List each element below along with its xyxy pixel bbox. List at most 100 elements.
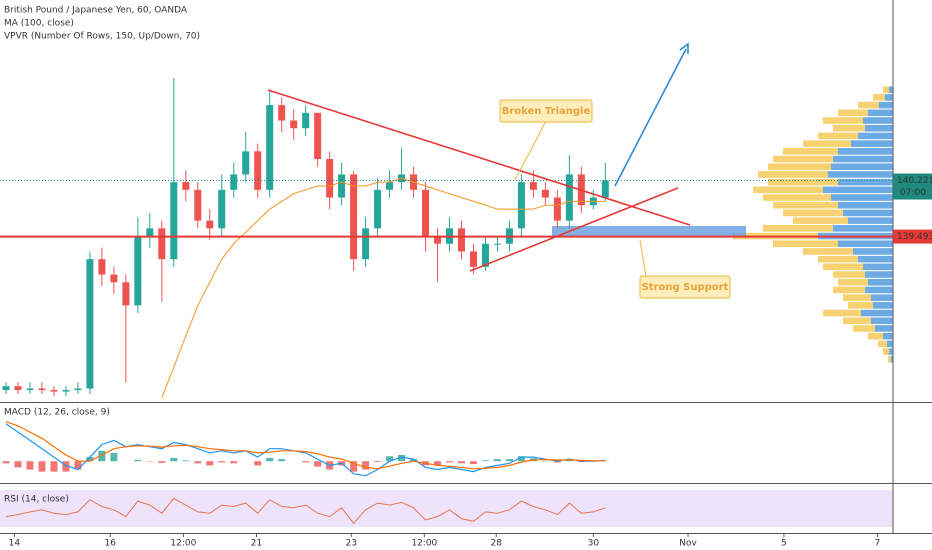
signal-line [5,421,606,470]
candle-body [206,220,214,229]
macd-histogram-bar [230,461,238,464]
x-tick-label: 14 [9,539,21,549]
volume-profile-up [823,186,893,194]
macd-histogram-bar [386,456,394,462]
volume-profile-down [833,271,865,278]
volume-profile-down [793,217,848,224]
volume-profile [733,86,893,363]
candle-body [230,174,238,190]
volume-profile-down [838,109,868,117]
candle-body [62,390,70,392]
macd-histogram-bar [517,456,525,462]
volume-profile-up [833,225,893,232]
volume-profile-up [871,317,893,325]
macd-histogram-bar [314,461,322,467]
macd-histogram-bar [565,460,573,462]
price-label-box [893,173,932,200]
candle-body [182,182,190,190]
panel-title: MACD (12, 26, close, 9) [4,408,110,418]
volume-profile-up [863,263,893,271]
macd-histogram-bar [26,461,34,470]
volume-profile-up [843,209,893,217]
volume-profile-down [773,201,838,209]
volume-profile-down [883,348,889,355]
macd-histogram-bar [86,457,94,462]
callout-leader [514,120,547,181]
volume-profile-up [831,194,893,201]
macd-histogram-bar [445,461,453,463]
volume-profile-up [858,255,893,263]
macd-histogram-bar [434,461,442,466]
volume-profile-up [851,140,893,147]
candle-body [218,189,226,229]
candle-body [278,105,286,121]
axis-layer: 139.493 140.221 07:00 14 16 12:00 21 23 12:00 28 3… [9,173,932,549]
chart-title: British Pound / Japanese Yen, 60, OANDA [4,6,188,16]
candle-body [98,259,106,275]
candle-body [122,282,130,306]
volume-profile-down [843,317,871,325]
candle-body [110,274,118,283]
macd-histogram-bar [374,461,382,463]
candle-body [386,182,394,190]
macd-histogram-bar [410,459,418,462]
macd-histogram-bar [98,450,106,462]
macd-histogram-bar [469,461,477,465]
candle-body [338,174,346,198]
callout-text: Strong Support [642,282,729,293]
macd-histogram-bar [254,461,262,466]
moving-average [161,177,606,398]
candle-body [481,243,489,267]
macd-histogram-bar [134,459,142,462]
volume-profile-up [848,217,893,224]
volume-profile-up [889,86,893,94]
macd-histogram-bar [14,461,22,468]
volume-profile-down [768,163,831,171]
volume-profile-up [861,309,893,317]
volume-profile-down [818,132,858,140]
triangle-lower-line [469,187,679,272]
macd-histogram-bar [182,460,190,462]
macd-histogram-bar [50,461,58,472]
legend-entry: VPVR (Number Of Rows, 150, Up/Down, 70) [4,32,200,42]
volume-profile-down [763,194,831,201]
candle-body [529,182,537,190]
candle-body [302,112,310,129]
candle-body [74,388,82,391]
candle-body [541,189,549,198]
macd-histogram-bar [206,461,214,466]
arrow-head [679,42,689,54]
triangle-upper-line [267,89,691,226]
macd-histogram-bar [302,461,310,463]
volume-profile-up [865,286,893,294]
macd-histogram-bar [194,461,202,464]
volume-profile-down [888,355,891,363]
x-tick-label: 16 [105,539,117,549]
macd-histogram-bar [158,461,166,463]
volume-profile-up [889,348,893,355]
volume-profile-down [853,325,875,332]
rsi-band [0,490,893,527]
x-tick-label: 30 [588,539,600,549]
x-tick-label: 12:00 [411,539,437,549]
volume-profile-down [843,294,871,301]
volume-profile-down [773,155,833,163]
macd-line [5,423,606,477]
macd-histogram-bar [362,461,370,470]
volume-profile-down [833,124,865,132]
callout-box [499,99,593,123]
volume-profile-up [858,132,893,140]
macd-histogram-bar [110,452,118,462]
candle-body [38,388,46,391]
macd-histogram-bar [2,461,10,464]
candle-body [254,151,262,190]
volume-profile-down [883,86,889,94]
x-tick-label: 7 [875,539,881,549]
macd-histogram-bar [505,459,513,462]
candle-body [517,182,525,229]
volume-profile-down [818,255,858,263]
volume-profile-up [883,332,893,340]
x-tick-label: 28 [491,539,503,549]
